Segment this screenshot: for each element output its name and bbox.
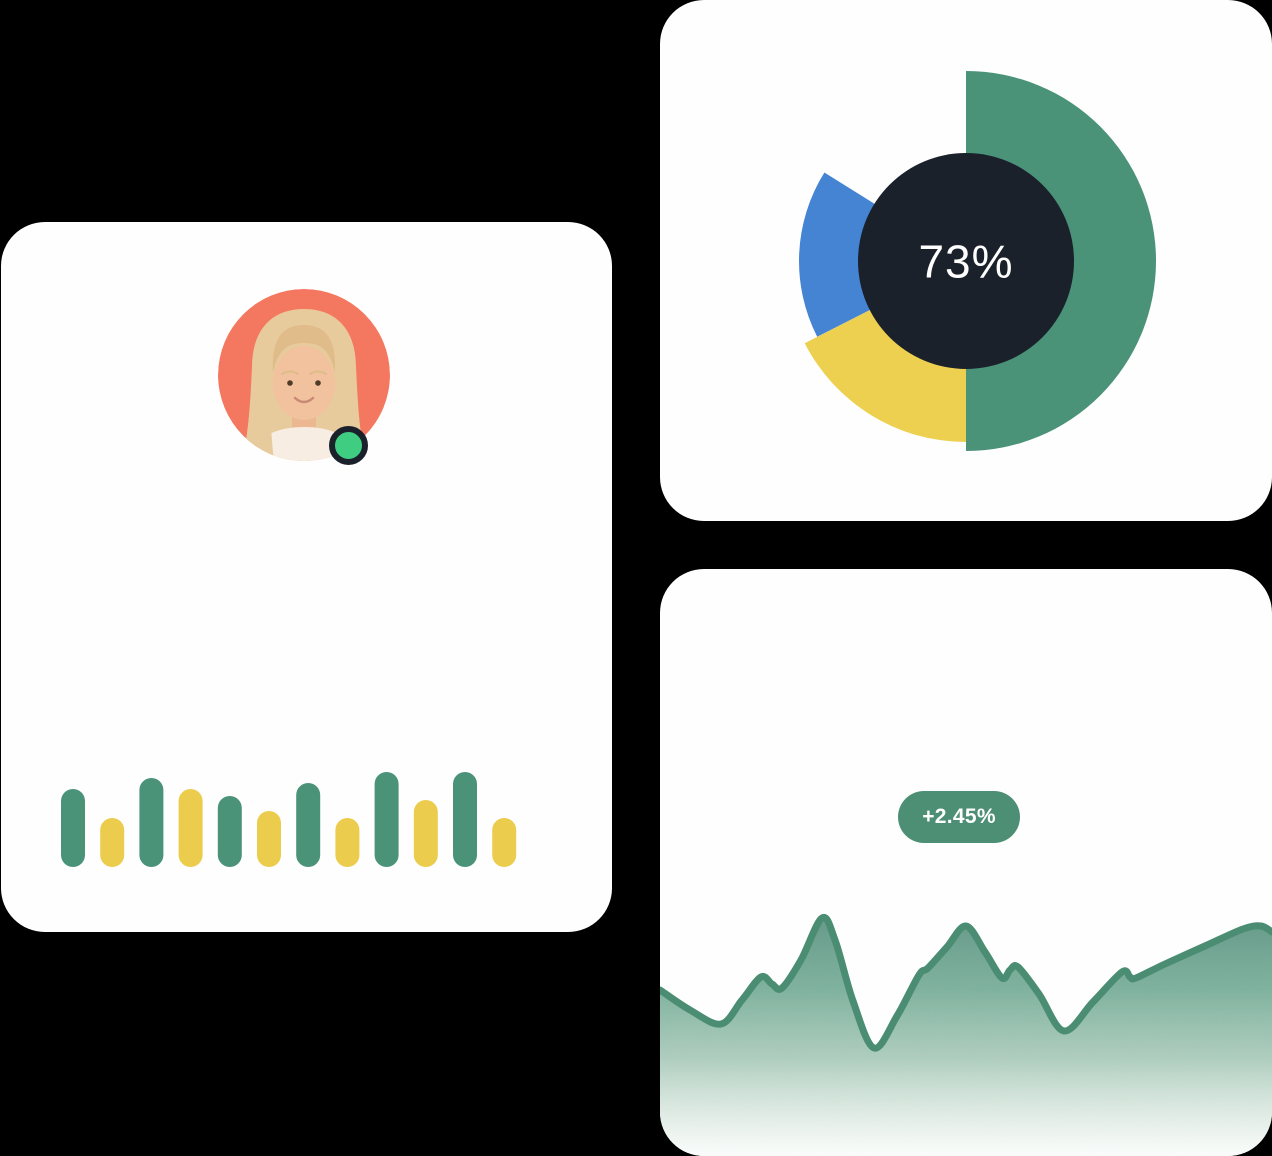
donut-card: 73% <box>660 0 1272 521</box>
avatar-brow-right <box>309 370 327 375</box>
donut-center-disc <box>858 153 1074 369</box>
bar-segment <box>100 818 125 867</box>
avatar-smile <box>293 396 315 404</box>
trend-card: +2.45% <box>660 569 1272 1156</box>
growth-badge: +2.45% <box>898 791 1020 843</box>
donut-slices <box>799 71 1156 451</box>
bar-segment <box>374 772 399 867</box>
bar-segment <box>492 818 517 867</box>
avatar-eye-left <box>287 380 293 386</box>
avatar-face <box>273 346 335 420</box>
bar-segment <box>296 783 321 867</box>
avatar <box>218 289 390 465</box>
bar-segment <box>257 811 281 867</box>
activity-bar-chart <box>61 772 517 867</box>
donut-center-label: 73% <box>918 236 1013 288</box>
area-line <box>660 913 1272 1052</box>
avatar-illustration <box>218 289 390 461</box>
bar-segment <box>217 796 242 867</box>
completion-donut-chart: 73% <box>799 71 1156 451</box>
profile-card <box>1 222 612 932</box>
bar-segment <box>61 789 85 867</box>
bar-segment <box>335 818 360 867</box>
trend-area-chart <box>660 913 1272 1156</box>
bar-segment <box>139 778 164 867</box>
avatar-fringe <box>272 325 336 373</box>
bar-segment <box>413 800 438 867</box>
online-status-dot <box>329 426 368 465</box>
avatar-brow-left <box>281 370 299 375</box>
bar-segment <box>178 789 203 867</box>
grain-overlay <box>660 917 1272 1156</box>
avatar-hair-left <box>242 367 274 461</box>
bar-segment <box>453 772 477 867</box>
avatar-eye-right <box>315 380 321 386</box>
